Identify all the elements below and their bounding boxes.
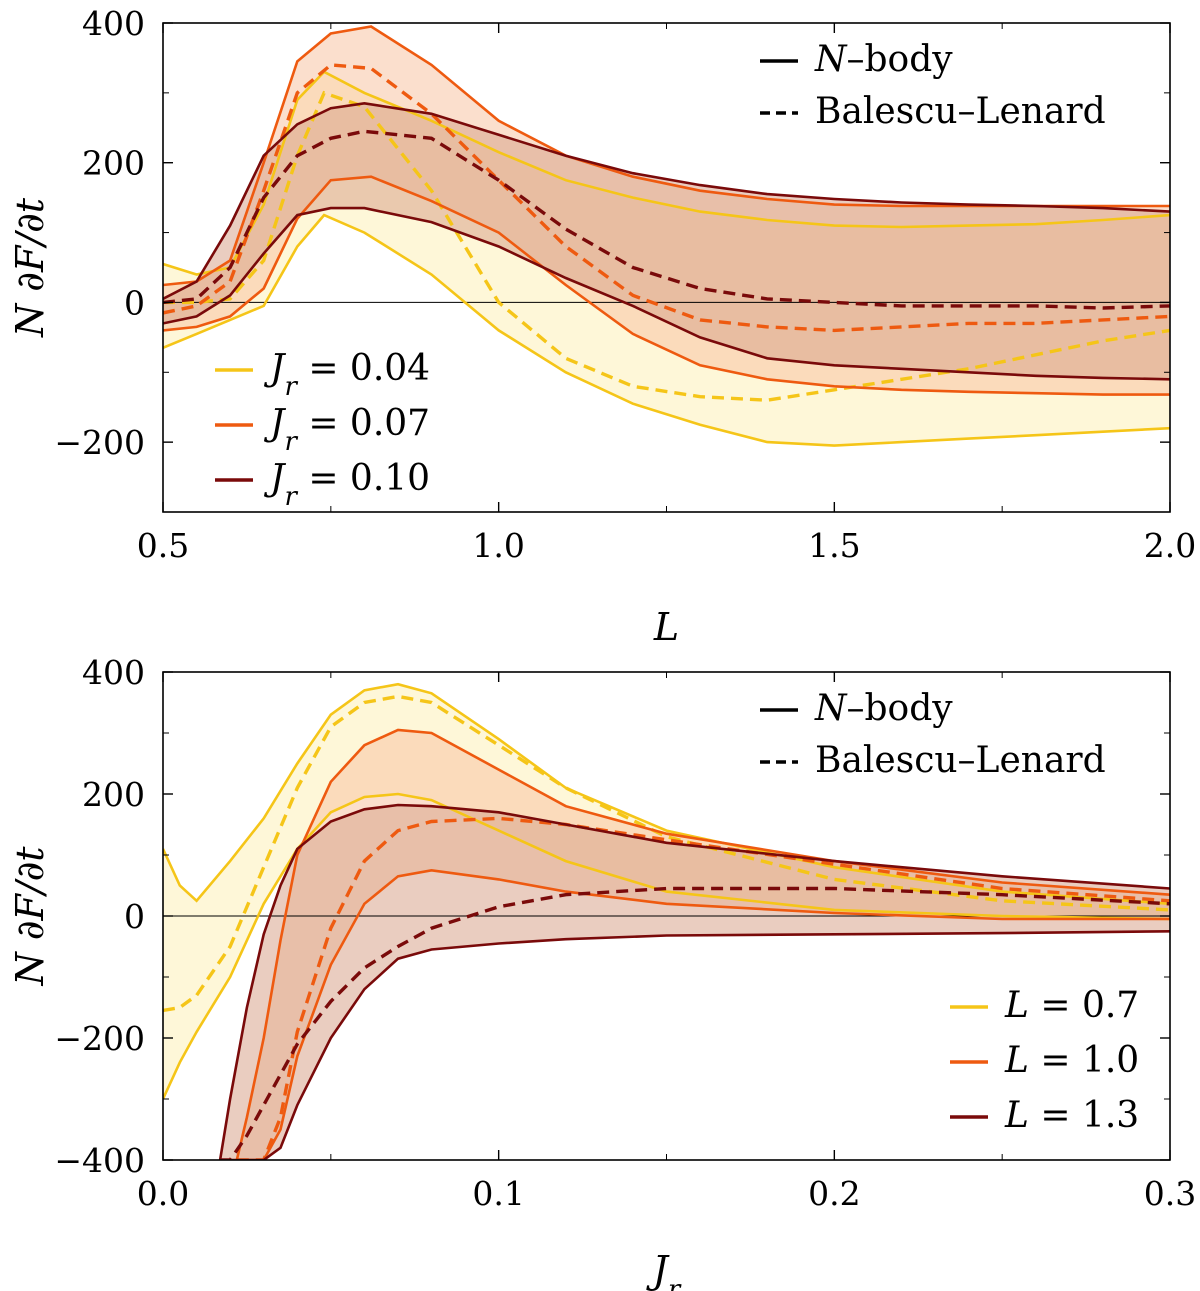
series-lower-1 <box>163 175 1170 396</box>
legend-style-label: N–body <box>814 39 953 80</box>
series-lower-2 <box>163 206 1170 381</box>
y-tick-label: 400 <box>82 4 145 43</box>
series-mean-2 <box>220 886 1170 1160</box>
legend-color-label: L = 1.3 <box>1004 1095 1139 1136</box>
y-tick-label: 200 <box>82 144 145 183</box>
series-upper-0 <box>163 682 1170 906</box>
x-tick-label: 1.5 <box>808 526 860 565</box>
plot-area <box>163 682 1170 1160</box>
series-mean-2 <box>163 129 1170 310</box>
x-tick-label: 0.1 <box>472 1174 524 1213</box>
series-lower-2 <box>220 930 1170 1160</box>
y-tick-label: 0 <box>124 897 145 936</box>
y-tick-label: −400 <box>54 1141 145 1180</box>
y-tick-label: 0 <box>124 283 145 322</box>
band-2 <box>220 805 1170 1160</box>
legend-color-label: Jr = 0.10 <box>263 458 430 512</box>
legend-color-label: Jr = 0.04 <box>263 348 430 402</box>
series-mean-0 <box>163 694 1170 1013</box>
style-legend: N–body Balescu–Lenard <box>760 688 1106 781</box>
x-tick-label: 0.5 <box>137 526 189 565</box>
series-upper-0 <box>163 70 1170 276</box>
x-tick-label: 1.0 <box>472 526 524 565</box>
series-mean-0 <box>163 90 1170 402</box>
series-upper-1 <box>235 728 1170 1160</box>
legend-style-label: Balescu–Lenard <box>815 91 1106 132</box>
bottom-panel: 0.0 0.1 0.2 0.3 400 200 0 −200 −400 Jr N ∂F/∂t N–bo… <box>8 653 1196 1291</box>
legend-color-label: Jr = 0.07 <box>263 403 430 457</box>
series-lower-0 <box>163 213 1170 447</box>
legend-color-label: L = 0.7 <box>1004 985 1139 1026</box>
y-tick-label: 400 <box>82 653 145 692</box>
series-upper-2 <box>218 803 1170 1160</box>
x-tick-label: 0.2 <box>808 1174 860 1213</box>
y-axis-label: N ∂F/∂t <box>8 197 52 338</box>
style-legend: N–body Balescu–Lenard <box>760 39 1106 132</box>
x-tick-label: 2.0 <box>1144 526 1196 565</box>
legend-style-label: N–body <box>814 688 953 729</box>
y-axis-label: N ∂F/∂t <box>8 846 52 987</box>
series-lower-0 <box>163 792 1170 1100</box>
series-mean-1 <box>236 816 1170 1160</box>
y-tick-label: −200 <box>54 423 145 462</box>
legend-style-label: Balescu–Lenard <box>815 740 1106 781</box>
x-axis-label: L <box>653 605 679 649</box>
x-axis-label: Jr <box>646 1248 682 1291</box>
color-legend: L = 0.7 L = 1.0 L = 1.3 <box>950 985 1139 1136</box>
top-panel: 0.5 1.0 1.5 2.0 400 200 0 −200 L N ∂F/∂t N–body Bal… <box>8 4 1196 649</box>
y-tick-label: −200 <box>54 1019 145 1058</box>
series-upper-2 <box>163 101 1170 301</box>
x-tick-label: 0.0 <box>137 1174 189 1213</box>
plot-area <box>163 25 1170 447</box>
x-tick-label: 0.3 <box>1144 1174 1196 1213</box>
legend-color-label: L = 1.0 <box>1004 1040 1139 1081</box>
y-tick-label: 200 <box>82 775 145 814</box>
series-mean-1 <box>163 63 1170 333</box>
